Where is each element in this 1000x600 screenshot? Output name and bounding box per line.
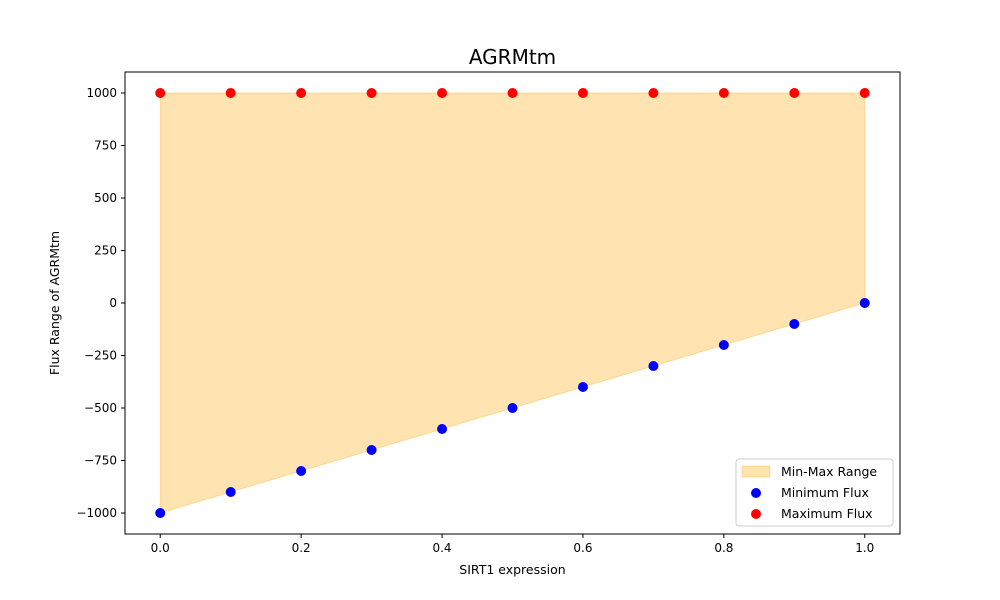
legend-label: Minimum Flux <box>781 485 869 500</box>
minimum-flux-point <box>577 382 588 392</box>
x-tick-label: 0.6 <box>573 541 592 555</box>
data-points-layer <box>155 88 870 518</box>
maximum-flux-point <box>648 88 659 98</box>
x-tick-label: 0.4 <box>432 541 451 555</box>
x-axis-ticks: 0.0 0.2 0.4 0.6 0.8 1.0 <box>151 534 874 555</box>
maximum-flux-point <box>718 88 729 98</box>
minimum-flux-point <box>789 319 800 329</box>
y-axis-title: Flux Range of AGRMtm <box>47 231 62 375</box>
maximum-flux-point <box>225 88 236 98</box>
minimum-flux-point <box>507 403 518 413</box>
legend-box <box>735 458 894 527</box>
maximum-flux-point <box>155 88 166 98</box>
x-tick-label: 0.0 <box>151 541 170 555</box>
y-tick-label: 0 <box>109 296 117 310</box>
y-tick-label: 250 <box>94 244 117 258</box>
minimum-flux-point <box>155 508 166 518</box>
y-tick-label: −1000 <box>76 506 117 520</box>
min-max-range-area <box>159 92 866 514</box>
x-tick-label: 0.8 <box>714 541 733 555</box>
maximum-flux-point <box>366 88 377 98</box>
chart-title: AGRMtm <box>469 45 556 69</box>
maximum-flux-point <box>437 88 448 98</box>
legend-marker-maximum <box>751 509 761 519</box>
minimum-flux-point <box>648 361 659 371</box>
maximum-flux-point <box>296 88 307 98</box>
maximum-flux-point <box>507 88 518 98</box>
y-axis-ticks: −1000 −750 −500 −250 0 250 500 750 1000 <box>76 86 125 520</box>
legend-label: Maximum Flux <box>781 506 873 521</box>
y-tick-label: −750 <box>84 454 117 468</box>
maximum-flux-point <box>859 88 870 98</box>
minimum-flux-point <box>859 298 870 308</box>
legend-marker-minimum <box>751 488 761 498</box>
y-tick-label: 1000 <box>86 86 117 100</box>
minimum-flux-point <box>437 424 448 434</box>
legend: Min-Max Range Minimum Flux Maximum Flux <box>735 458 894 527</box>
x-axis-title: SIRT1 expression <box>459 562 565 577</box>
y-tick-label: 750 <box>94 139 117 153</box>
legend-label: Min-Max Range <box>781 464 877 479</box>
fill-area-layer <box>159 92 866 514</box>
minimum-flux-point <box>225 487 236 497</box>
minimum-flux-point <box>366 445 377 455</box>
maximum-flux-point <box>789 88 800 98</box>
maximum-flux-point <box>577 88 588 98</box>
legend-swatch-range <box>741 465 771 478</box>
y-tick-label: 500 <box>94 191 117 205</box>
x-tick-label: 0.2 <box>292 541 311 555</box>
minimum-flux-point <box>296 466 307 476</box>
x-tick-label: 1.0 <box>855 541 874 555</box>
minimum-flux-point <box>718 340 729 350</box>
y-tick-label: −500 <box>84 401 117 415</box>
y-tick-label: −250 <box>84 349 117 363</box>
